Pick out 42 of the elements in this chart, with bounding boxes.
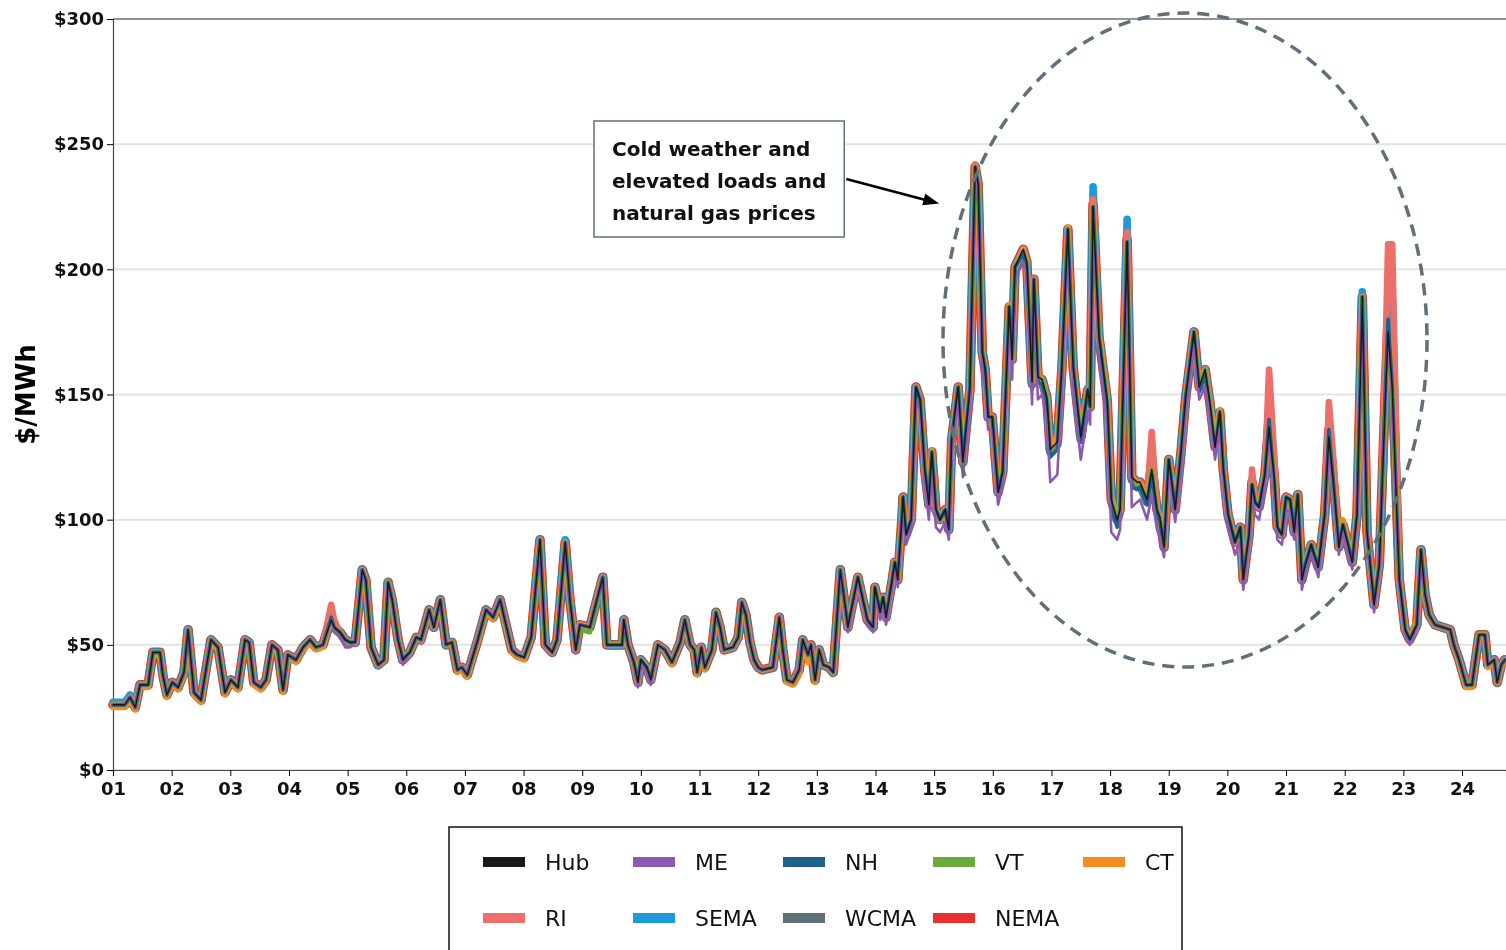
x-tick-label: 04 xyxy=(276,778,302,800)
y-tick-label: $200 xyxy=(53,258,104,280)
x-tick-label: 03 xyxy=(218,778,244,800)
x-tick-label: 10 xyxy=(628,778,654,800)
legend-label: WCMA xyxy=(845,905,917,931)
annotation: Cold weather and elevated loads and natural gas prices xyxy=(612,137,827,225)
x-tick-label: 06 xyxy=(394,778,420,800)
x-tick-label: 13 xyxy=(804,778,830,800)
x-tick-label: 09 xyxy=(570,778,596,800)
x-tick-label: 02 xyxy=(159,778,185,800)
x-tick-label: 05 xyxy=(335,778,361,800)
x-tick-label: 20 xyxy=(1215,778,1241,800)
x-tick-label: 16 xyxy=(980,778,1006,800)
x-tick-label: 07 xyxy=(452,778,478,800)
x-tick-label: 23 xyxy=(1391,778,1417,800)
legend-label: NEMA xyxy=(995,905,1060,931)
legend-label: ME xyxy=(695,849,728,875)
x-tick-label: 12 xyxy=(746,778,772,800)
y-tick-label: $100 xyxy=(53,508,104,530)
legend-label: Hub xyxy=(545,849,590,875)
x-tick-label: 22 xyxy=(1332,778,1358,800)
x-tick-label: 11 xyxy=(687,778,713,800)
y-tick-label: $250 xyxy=(53,133,104,155)
x-tick-label: 18 xyxy=(1098,778,1124,800)
legend-label: VT xyxy=(995,849,1025,875)
y-tick-label: $300 xyxy=(53,8,104,30)
x-tick-label: 17 xyxy=(1039,778,1065,800)
x-tick-label: 19 xyxy=(1156,778,1182,800)
x-tick-label: 24 xyxy=(1449,778,1476,800)
y-tick-label: $0 xyxy=(78,759,104,781)
legend-label: CT xyxy=(1145,849,1175,875)
y-tick-label: $150 xyxy=(53,383,104,405)
x-tick-label: 08 xyxy=(511,778,537,800)
legend-label: RI xyxy=(545,905,567,931)
legend-label: SEMA xyxy=(695,905,757,931)
x-tick-label: 21 xyxy=(1274,778,1300,800)
legend-label: NH xyxy=(845,849,878,875)
x-tick-label: 14 xyxy=(863,778,889,800)
y-axis-title: $/MWh xyxy=(11,344,41,445)
y-tick-label: $50 xyxy=(66,634,104,656)
x-tick-label: 15 xyxy=(922,778,948,800)
x-tick-label: 01 xyxy=(100,778,127,800)
